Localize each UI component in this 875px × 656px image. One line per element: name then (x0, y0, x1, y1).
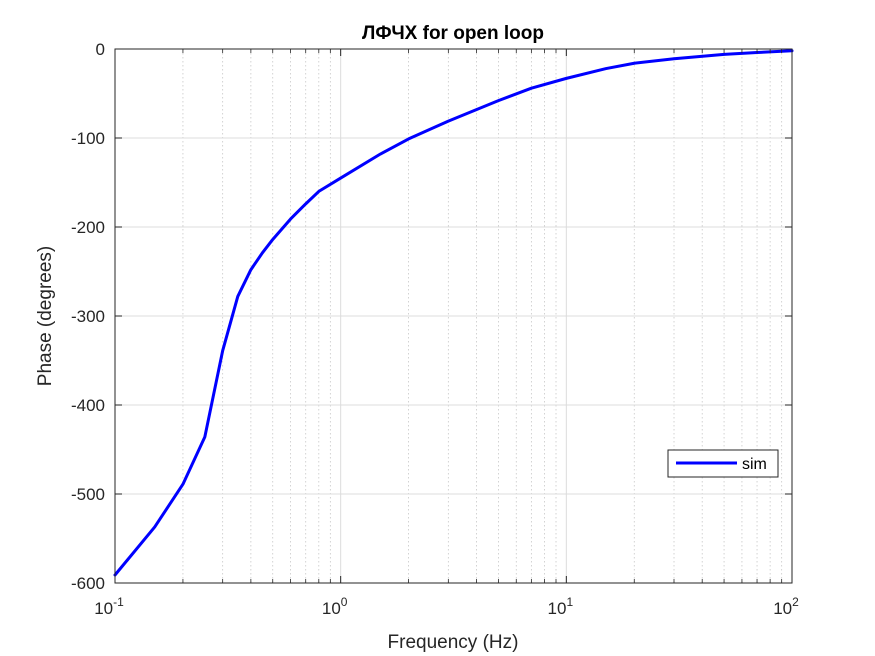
axis-ticks (114, 48, 793, 584)
y-tick-label: -400 (71, 396, 105, 415)
x-tick-labels: 10-1 100 101 102 (94, 595, 799, 618)
x-tick-label: 10-1 (94, 595, 124, 618)
legend-label-sim: sim (742, 456, 767, 473)
y-tick-label: -100 (71, 129, 105, 148)
y-tick-label: -600 (71, 574, 105, 593)
chart-title: ЛФЧХ for open loop (362, 23, 544, 44)
x-tick-label: 101 (548, 595, 574, 618)
series-layer (113, 49, 794, 577)
y-tick-label: -300 (71, 307, 105, 326)
y-axis-label: Phase (degrees) (35, 246, 56, 386)
y-tick-labels: 0 -100 -200 -300 -400 -500 -600 (71, 40, 105, 593)
series-line-sim (113, 49, 794, 577)
x-axis-label: Frequency (Hz) (388, 632, 519, 653)
x-tick-label: 100 (322, 595, 348, 618)
legend: sim (667, 449, 779, 478)
y-tick-label: -500 (71, 485, 105, 504)
x-tick-label: 102 (773, 595, 799, 618)
y-tick-label: -200 (71, 218, 105, 237)
y-tick-label: 0 (96, 40, 105, 59)
